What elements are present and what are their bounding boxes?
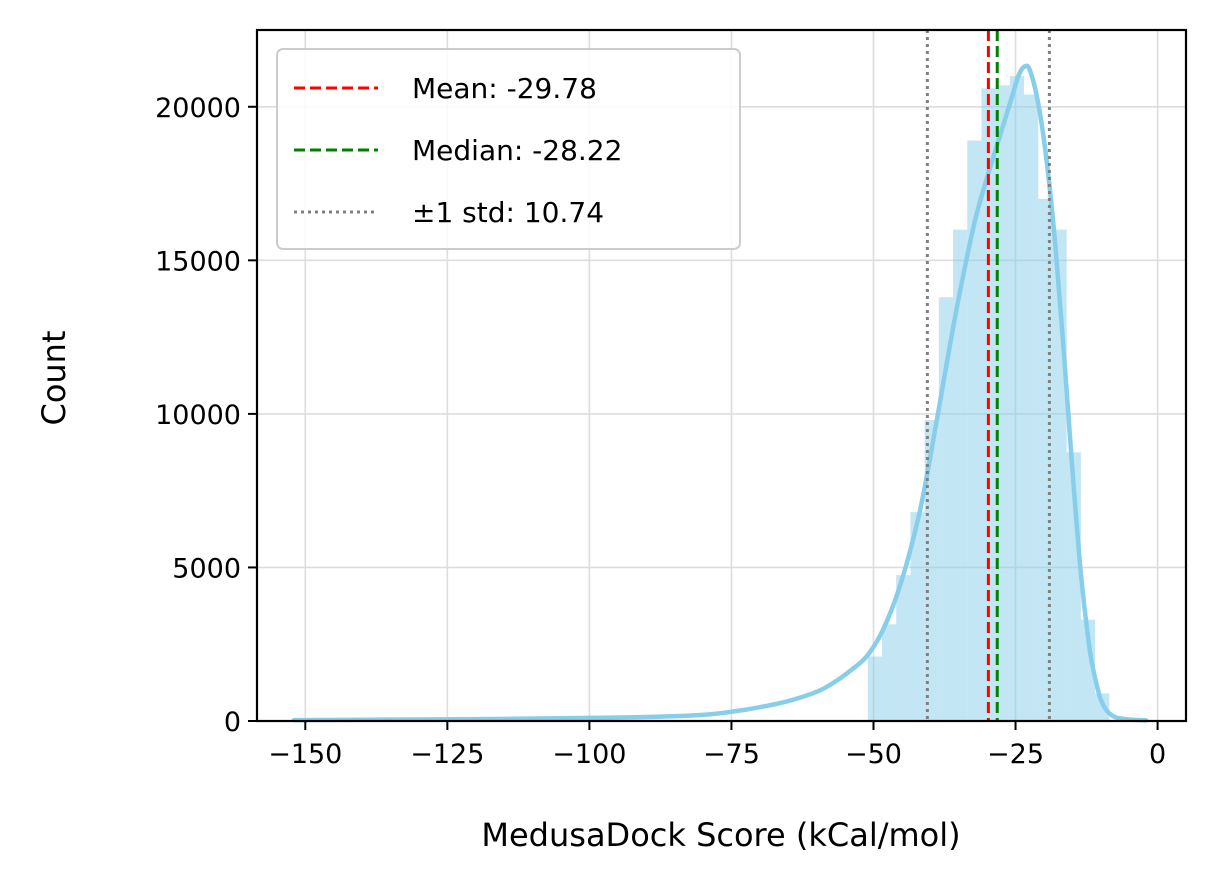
kde-line xyxy=(291,63,1149,723)
x-axis-label: MedusaDock Score (kCal/mol) xyxy=(481,816,960,854)
y-axis-label: Count xyxy=(35,330,73,425)
histogram-bar-5 xyxy=(938,297,954,721)
histogram-bar-11 xyxy=(1024,94,1039,721)
histogram-bar-4 xyxy=(924,420,939,721)
histogram-bar-3 xyxy=(910,512,925,721)
y-tick-label-4: 20000 xyxy=(155,93,241,124)
histogram-bar-9 xyxy=(995,85,1010,721)
y-tick-label-1: 5000 xyxy=(172,553,241,584)
y-tick-label-2: 10000 xyxy=(155,400,241,431)
x-tick-label-6: 0 xyxy=(1149,739,1166,770)
histogram-bar-1 xyxy=(882,624,897,721)
y-tick-label-0: 0 xyxy=(224,707,241,738)
histogram-bar-7 xyxy=(967,140,982,721)
x-tick-label-2: −100 xyxy=(552,739,626,770)
x-tick-label-3: −75 xyxy=(703,739,760,770)
histogram-bars xyxy=(867,76,1110,722)
reference-lines xyxy=(925,30,1051,721)
histogram-bar-6 xyxy=(953,229,968,721)
x-axis-ticks: −150 −125 −100 −75 −50 −25 0 xyxy=(268,721,1166,770)
legend-label-std: ±1 std: 10.74 xyxy=(412,196,604,229)
x-tick-label-0: −150 xyxy=(268,739,342,770)
histogram-bar-2 xyxy=(896,575,911,721)
legend-box xyxy=(276,48,741,250)
x-tick-label-5: −25 xyxy=(987,739,1044,770)
histogram-bar-10 xyxy=(1009,76,1025,722)
histogram-bar-0 xyxy=(867,656,883,721)
x-tick-label-4: −50 xyxy=(845,739,902,770)
kde-curve xyxy=(291,63,1149,723)
y-tick-label-3: 15000 xyxy=(155,246,241,277)
y-axis-ticks: 0 5000 10000 15000 20000 xyxy=(155,93,257,738)
plot-frame xyxy=(255,28,1188,723)
histogram-bar-15 xyxy=(1080,619,1096,721)
legend: Mean: -29.78 Median: -28.22 ±1 std: 10.7… xyxy=(276,48,741,250)
x-tick-label-1: −125 xyxy=(410,739,484,770)
legend-label-median: Median: -28.22 xyxy=(412,134,622,167)
legend-label-mean: Mean: -29.78 xyxy=(412,72,597,105)
